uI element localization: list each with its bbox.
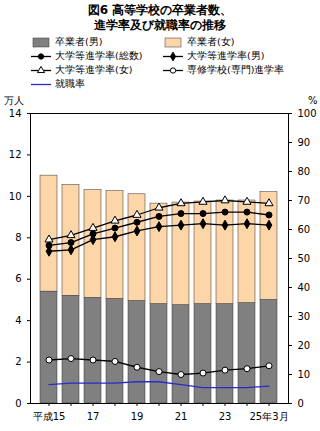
html-text:大学等進学率(男): 大学等進学率(男) xyxy=(187,50,265,61)
svg-text:%: % xyxy=(308,95,318,106)
svg-text:14: 14 xyxy=(9,108,22,119)
html-text:大学等進学率(女): 大学等進学率(女) xyxy=(55,64,133,75)
html-text:図6 高等学校の卒業者数、 進学率及び就職率の推移: 図6 高等学校の卒業者数、 進学率及び就職率の推移 xyxy=(87,3,233,32)
svg-text:4: 4 xyxy=(15,315,21,326)
svg-text:8: 8 xyxy=(15,232,21,243)
svg-text:23: 23 xyxy=(219,411,232,422)
html-text:就職率: 就職率 xyxy=(55,78,85,89)
svg-text:40: 40 xyxy=(298,282,311,293)
html-text:卒業者(女): 卒業者(女) xyxy=(187,36,235,47)
svg-text:19: 19 xyxy=(131,411,144,422)
svg-text:50: 50 xyxy=(298,253,311,264)
svg-text:21: 21 xyxy=(175,411,188,422)
svg-text:20: 20 xyxy=(298,340,311,351)
svg-text:80: 80 xyxy=(298,166,311,177)
svg-text:70: 70 xyxy=(298,195,311,206)
svg-text:10: 10 xyxy=(9,191,22,202)
svg-text:60: 60 xyxy=(298,224,311,235)
svg-text:6: 6 xyxy=(15,273,21,284)
svg-text:25年3月: 25年3月 xyxy=(249,411,288,422)
html-text:大学等進学率(総数): 大学等進学率(総数) xyxy=(55,50,143,61)
svg-text:0: 0 xyxy=(15,398,21,409)
svg-text:万人: 万人 xyxy=(4,95,24,106)
svg-text:90: 90 xyxy=(298,137,311,148)
svg-text:0: 0 xyxy=(298,398,304,409)
svg-text:30: 30 xyxy=(298,311,311,322)
svg-text:平成15: 平成15 xyxy=(33,411,66,422)
svg-text:17: 17 xyxy=(87,411,100,422)
svg-text:12: 12 xyxy=(9,149,22,160)
html-text:専修学校(専門)進学率: 専修学校(専門)進学率 xyxy=(187,64,285,75)
svg-text:10: 10 xyxy=(298,369,311,380)
svg-text:2: 2 xyxy=(15,356,21,367)
html-text:卒業者(男): 卒業者(男) xyxy=(55,36,103,47)
svg-text:100: 100 xyxy=(298,108,317,119)
